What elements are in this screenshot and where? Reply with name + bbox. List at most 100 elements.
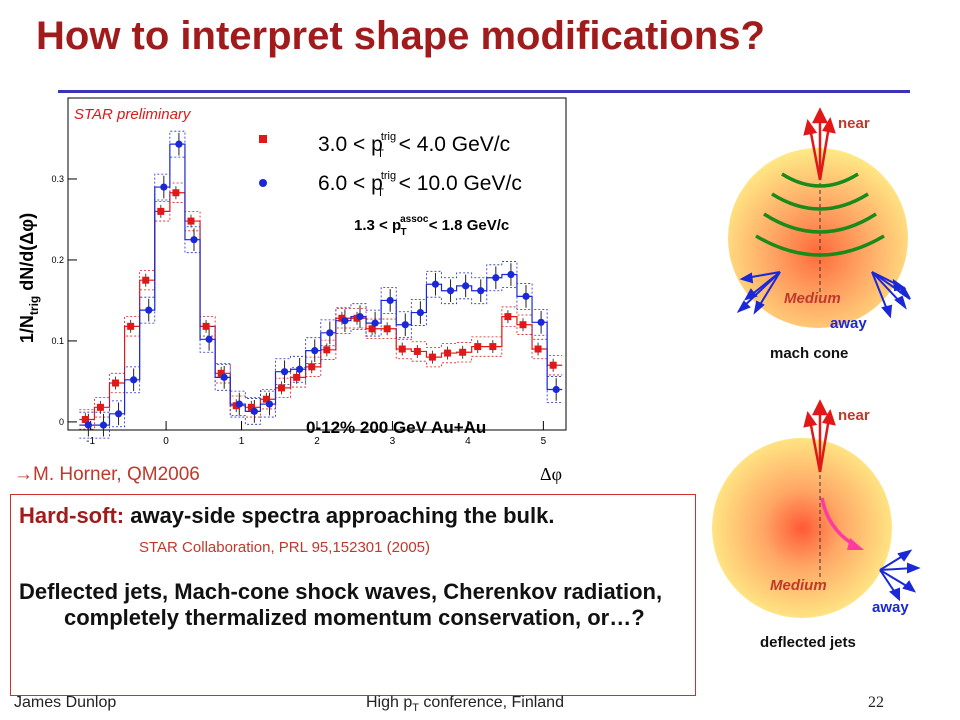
- assoc-momentum-label: 1.3 < passoc T < 1.8 GeV/c: [354, 214, 509, 238]
- data-point-red: [172, 189, 180, 197]
- right-arrow-icon: →: [14, 464, 33, 485]
- y-axis-title-main: 1/N: [17, 315, 37, 343]
- data-point-red: [474, 343, 482, 351]
- slide-title: How to interpret shape modifications?: [36, 14, 765, 58]
- deflected-jets-caption: deflected jets: [760, 634, 856, 651]
- data-point-red: [202, 322, 210, 330]
- data-point-blue: [492, 274, 500, 282]
- discussion-box: Hard-soft: away-side spectra approaching…: [10, 494, 696, 696]
- data-point-red: [489, 343, 497, 351]
- hard-soft-text: away-side spectra approaching the bulk.: [124, 503, 555, 528]
- data-point-blue: [462, 282, 470, 290]
- away-side-arrows: [736, 271, 911, 319]
- data-point-blue: [250, 407, 258, 415]
- data-point-blue: [145, 306, 153, 314]
- data-point-blue: [552, 385, 560, 394]
- data-point-blue: [326, 329, 334, 337]
- data-point-blue: [522, 292, 530, 300]
- footer-conference: High pT conference, Finland: [366, 694, 564, 715]
- data-point-blue: [280, 368, 289, 376]
- page-number: 22: [868, 694, 884, 711]
- data-point-red: [504, 313, 512, 321]
- data-point-red: [81, 415, 89, 423]
- data-point-red: [157, 207, 165, 215]
- title-underline: [58, 90, 910, 93]
- medium-sphere: [712, 438, 892, 618]
- x-tick-label: 5: [541, 436, 547, 447]
- data-point-blue: [265, 400, 274, 408]
- data-point-blue: [386, 296, 394, 305]
- away-side-arrows: [879, 549, 921, 602]
- data-point-red: [323, 346, 331, 354]
- data-point-blue: [371, 319, 379, 327]
- reference-text: M. Horner, QM2006: [33, 464, 200, 485]
- medium-label: Medium: [784, 290, 841, 307]
- data-point-red: [308, 363, 316, 371]
- y-axis-ticks: 0 0.1 0.2 0.3: [51, 174, 77, 427]
- legend-marker-blue: [259, 179, 267, 187]
- data-point-blue: [99, 421, 108, 429]
- data-point-red: [278, 384, 286, 392]
- mach-cone-caption: mach cone: [770, 345, 848, 362]
- data-point-blue: [130, 376, 138, 384]
- data-point-blue: [114, 410, 123, 418]
- data-point-blue: [416, 308, 424, 317]
- mach-wavefronts: [755, 172, 885, 257]
- x-tick-label: 3: [390, 436, 396, 447]
- data-point-blue: [537, 318, 545, 326]
- legend-entry-blue: 6.0 < ptrig T < 10.0 GeV/c: [318, 170, 522, 199]
- data-point-red: [96, 403, 104, 411]
- data-point-red: [383, 325, 391, 333]
- data-point-blue: [84, 421, 92, 429]
- legend-marker-red: [259, 135, 267, 143]
- data-point-red: [293, 373, 301, 381]
- data-point-red: [338, 314, 346, 322]
- y-tick-label: 0.1: [51, 336, 64, 346]
- citation: STAR Collaboration, PRL 95,152301 (2005): [139, 539, 431, 556]
- x-tick-label: -1: [86, 436, 95, 447]
- mach-cone-diagram: near Medium away mach cone: [728, 107, 911, 362]
- legend-entry-red: 3.0 < ptrig T < 4.0 GeV/c: [318, 131, 510, 160]
- y-axis-title-sub: trig: [27, 296, 41, 315]
- reference-line: →M. Horner, QM2006: [14, 464, 200, 486]
- data-point-blue: [507, 270, 515, 279]
- svg-text:1/Ntrig dN/d(Δφ): 1/Ntrig dN/d(Δφ): [17, 213, 41, 343]
- data-point-red: [368, 325, 376, 333]
- x-axis-title: Δφ: [540, 464, 562, 484]
- data-point-blue: [220, 373, 228, 381]
- medium-label: Medium: [770, 577, 827, 594]
- hard-soft-label: Hard-soft:: [19, 503, 125, 528]
- data-point-blue: [190, 236, 198, 244]
- series-sys-lower-red: [79, 202, 563, 430]
- y-tick-label: 0.3: [51, 174, 64, 184]
- x-tick-label: 2: [314, 436, 320, 447]
- deflection-arrowhead: [847, 538, 864, 550]
- data-point-blue: [175, 140, 183, 148]
- series-sys-lower-blue: [79, 156, 563, 439]
- data-point-red: [459, 348, 467, 356]
- data-point-red: [217, 369, 225, 377]
- data-point-red: [413, 347, 421, 355]
- data-point-blue: [160, 183, 168, 191]
- away-label: away: [872, 599, 909, 616]
- data-point-red: [549, 361, 557, 369]
- near-label: near: [838, 407, 870, 424]
- data-point-red: [142, 276, 150, 284]
- legend: 3.0 < ptrig T < 4.0 GeV/c 6.0 < ptrig T < …: [259, 131, 522, 238]
- near-side-arrows: [803, 399, 836, 473]
- data-point-red: [519, 321, 527, 329]
- near-label: near: [838, 115, 870, 132]
- data-point-red: [262, 395, 270, 403]
- data-point-red: [398, 345, 406, 353]
- interpretations-text: Deflected jets, Mach-cone shock waves, C…: [19, 579, 663, 630]
- near-side-arrows: [803, 107, 836, 181]
- y-tick-label: 0: [59, 417, 64, 427]
- y-axis-title: 1/Ntrig dN/d(Δφ): [17, 213, 41, 343]
- x-tick-label: 4: [465, 436, 471, 447]
- data-point-blue: [235, 400, 243, 408]
- data-point-red: [534, 345, 542, 353]
- hard-soft-line: Hard-soft: away-side spectra approaching…: [19, 503, 554, 529]
- data-points: [81, 140, 560, 429]
- away-label: away: [830, 315, 867, 332]
- data-point-red: [112, 379, 120, 387]
